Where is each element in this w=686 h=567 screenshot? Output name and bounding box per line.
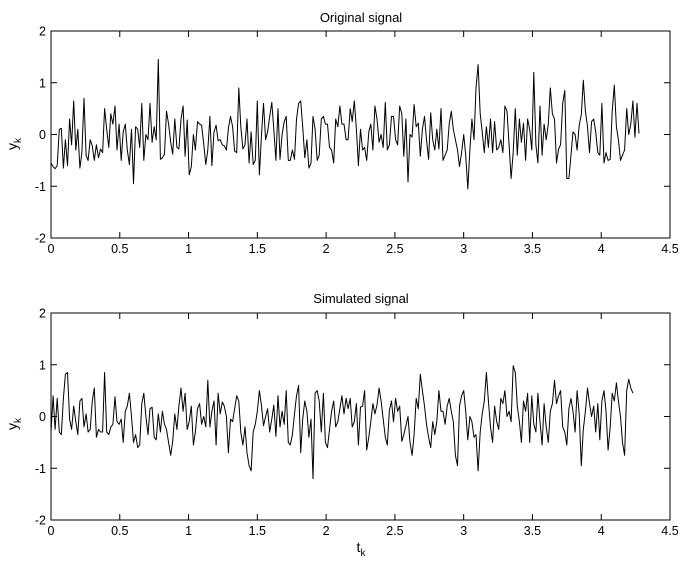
chart-title: Original signal — [320, 10, 402, 25]
y-tick-label: -1 — [35, 462, 46, 476]
signal-line — [50, 365, 634, 480]
y-axis-label-main: y — [4, 143, 20, 150]
chart-title: Simulated signal — [313, 291, 408, 306]
x-axis-label-main: t — [357, 539, 361, 555]
signal-line — [50, 59, 640, 190]
x-tick-label: 3.5 — [524, 242, 541, 256]
original-signal-panel: Original signal 0 0.5 1 1.5 2 2.5 3 3.5 4 4.5 -2-… — [4, 10, 679, 256]
x-tick-label: 1 — [185, 524, 192, 538]
x-tick-label: 0.5 — [111, 524, 128, 538]
x-tick-label: 3 — [460, 524, 467, 538]
x-tick-label: 4 — [598, 524, 605, 538]
y-tick-label: 0 — [39, 128, 46, 142]
y-axis-label-main: y — [4, 423, 20, 430]
y-axis-label: yk — [4, 417, 24, 430]
x-tick-label: 2 — [323, 524, 330, 538]
y-axis-label: yk — [4, 137, 24, 150]
y-axis-label-subscript: k — [13, 137, 24, 143]
plot-frame — [50, 312, 671, 521]
x-axis-ticks: 0 0.5 1 1.5 2 2.5 3 3.5 4 4.5 — [48, 313, 679, 538]
y-tick-label: 2 — [39, 25, 46, 39]
x-axis-label: tk — [357, 539, 367, 559]
x-tick-label: 4.5 — [661, 242, 678, 256]
y-axis-ticks: -2 -1 0 1 2 — [35, 25, 670, 246]
x-tick-label: 0.5 — [111, 242, 128, 256]
x-tick-label: 2.5 — [386, 242, 403, 256]
y-tick-label: 1 — [39, 76, 46, 90]
y-tick-label: 1 — [39, 358, 46, 372]
x-tick-label: 3.5 — [524, 524, 541, 538]
x-axis-label-subscript: k — [360, 548, 366, 559]
x-tick-label: 4.5 — [661, 524, 678, 538]
x-tick-label: 2 — [323, 242, 330, 256]
simulated-signal-panel: Simulated signal 0 0.5 1 1.5 2 2.5 3 3.5 4 4.5 -2… — [4, 291, 679, 559]
y-axis-ticks: -2 -1 0 1 2 — [35, 307, 670, 528]
x-tick-label: 1.5 — [249, 242, 266, 256]
y-axis-label-subscript: k — [13, 417, 24, 423]
x-axis-ticks: 0 0.5 1 1.5 2 2.5 3 3.5 4 4.5 — [48, 31, 679, 256]
x-tick-label: 1 — [185, 242, 192, 256]
x-tick-label: 4 — [598, 242, 605, 256]
x-tick-label: 3 — [460, 242, 467, 256]
y-tick-label: -2 — [35, 514, 46, 528]
y-tick-label: 2 — [39, 307, 46, 321]
x-tick-label: 1.5 — [249, 524, 266, 538]
y-tick-label: -2 — [35, 232, 46, 246]
x-tick-label: 0 — [48, 524, 55, 538]
x-tick-label: 0 — [48, 242, 55, 256]
y-tick-label: -1 — [35, 180, 46, 194]
x-tick-label: 2.5 — [386, 524, 403, 538]
y-tick-label: 0 — [39, 410, 46, 424]
